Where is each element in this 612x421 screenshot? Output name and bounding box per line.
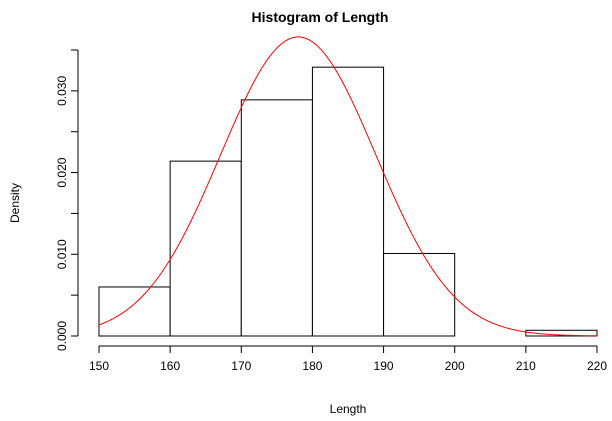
x-tick-label: 170 (231, 359, 251, 373)
histogram-bar (240, 99, 313, 337)
x-tick-label: 180 (302, 359, 322, 373)
x-tick-label: 150 (89, 359, 109, 373)
y-axis-label: Density (8, 183, 22, 223)
x-tick-label: 220 (587, 359, 607, 373)
histogram-bar (525, 329, 598, 337)
y-tick-label: 0.020 (55, 157, 69, 187)
x-axis: 150 160 170 180 190 200 210 220 (89, 345, 607, 373)
x-tick-label: 210 (516, 359, 536, 373)
x-axis-label: Length (330, 402, 367, 416)
histogram-bar (98, 286, 171, 337)
x-tick-label: 190 (374, 359, 394, 373)
y-tick-label: 0.010 (55, 239, 69, 269)
histogram-bars (98, 66, 598, 337)
y-tick-label: 0.030 (55, 76, 69, 106)
chart-title: Histogram of Length (252, 9, 389, 25)
y-tick-label: 0.000 (55, 321, 69, 351)
y-axis: 0.000 0.010 0.020 0.030 (55, 49, 79, 351)
x-tick-label: 200 (445, 359, 465, 373)
histogram-bar (311, 66, 385, 337)
density-curve (98, 36, 598, 337)
x-tick-label: 160 (160, 359, 180, 373)
histogram-bar (169, 160, 242, 337)
histogram-bar (383, 252, 456, 337)
